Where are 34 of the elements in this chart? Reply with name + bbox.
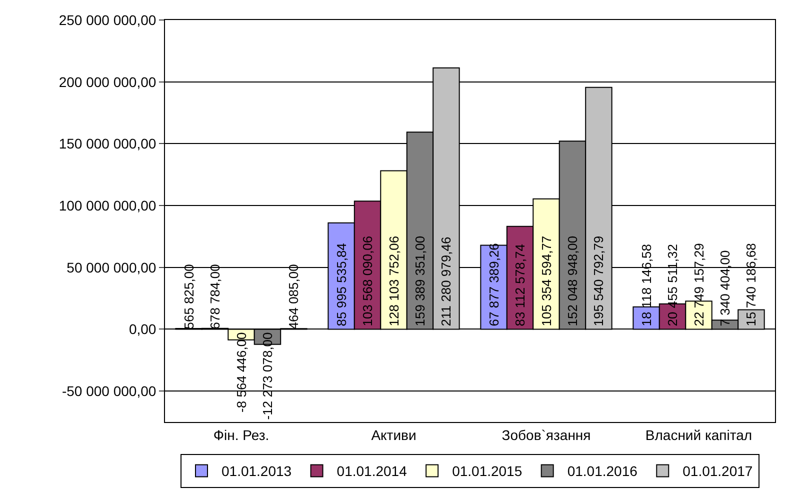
y-tick-label: 150 000 000,00 xyxy=(58,136,156,152)
legend-label: 01.01.2015 xyxy=(452,463,522,480)
data-label: 20 455 511,32 xyxy=(665,244,680,326)
x-tick-label: Зобов`язання xyxy=(502,426,591,443)
data-label: -8 564 446,00 xyxy=(234,332,249,412)
x-tick-label: Фін. Рез. xyxy=(213,426,270,443)
legend-label: 01.01.2017 xyxy=(682,463,753,480)
data-label: 152 048 948,00 xyxy=(564,236,580,326)
data-label: 15 740 186,68 xyxy=(744,243,759,326)
data-label: 85 995 535,84 xyxy=(334,243,349,326)
data-label: 105 354 594,77 xyxy=(538,236,554,326)
data-label: 678 784,00 xyxy=(208,264,223,330)
legend-label: 01.01.2014 xyxy=(336,463,408,480)
y-tick-label: 200 000 000,00 xyxy=(58,74,156,90)
data-label: 211 280 979,46 xyxy=(438,236,454,326)
y-tick-label: 0,00 xyxy=(128,321,156,338)
legend-label: 01.01.2013 xyxy=(222,463,292,480)
data-label: 464 085,00 xyxy=(286,264,302,330)
data-label: 159 389 351,00 xyxy=(412,236,428,326)
y-tick-label: 100 000 000,00 xyxy=(58,197,156,214)
x-tick-label: Власний капітал xyxy=(645,426,752,443)
data-label: 22 749 157,29 xyxy=(691,243,706,326)
data-label: -12 273 078,00 xyxy=(260,332,275,420)
data-label: 83 112 578,74 xyxy=(512,244,528,326)
data-label: 565 825,00 xyxy=(181,264,196,330)
data-label: 103 568 090,06 xyxy=(360,236,376,326)
y-tick-label: 250 000 000,00 xyxy=(58,12,156,28)
data-label: 67 877 389,26 xyxy=(486,243,502,326)
y-tick-label: -50 000 000,00 xyxy=(62,382,156,399)
data-label: 128 103 752,06 xyxy=(386,236,402,326)
legend-label: 01.01.2016 xyxy=(567,463,638,480)
data-label: 195 540 792,79 xyxy=(591,236,606,326)
y-tick-label: 50 000 000,00 xyxy=(66,259,156,276)
x-tick-label: Активи xyxy=(371,426,416,443)
